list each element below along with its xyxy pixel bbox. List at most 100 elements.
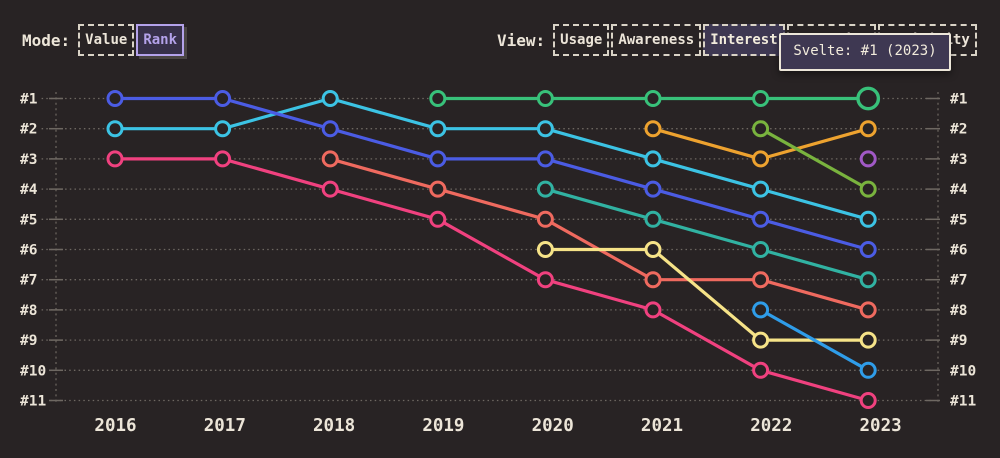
rank-label-right: #1 [950,92,968,108]
data-point-salmon-2020[interactable] [536,210,554,228]
data-point-teal-2022[interactable] [752,241,770,258]
data-point-purple-2023[interactable] [859,150,877,168]
rank-label-right: #4 [950,182,968,198]
data-point-cyan-2022[interactable] [752,180,770,198]
year-label: 2022 [750,416,792,436]
rank-label-right: #11 [950,394,976,410]
data-point-sky-2022[interactable] [752,301,770,319]
data-point-magenta-2016[interactable] [106,150,124,168]
rank-label-left: #3 [20,152,37,168]
data-point-magenta-2021[interactable] [644,301,662,319]
data-point-cyan-2023[interactable] [859,210,877,228]
series-Svelte [429,86,881,111]
data-point-blue-2021[interactable] [644,180,662,198]
rank-label-right: #6 [950,243,967,259]
data-point-yellow-2021[interactable] [644,241,662,258]
rank-label-left: #2 [20,122,37,138]
data-point-blue-2019[interactable] [429,150,447,168]
data-point-cyan-2021[interactable] [644,150,662,168]
data-point-yellow-2023[interactable] [859,331,877,349]
data-point-blue-2022[interactable] [752,210,770,228]
data-point-teal-2023[interactable] [859,271,877,289]
data-point-orange-2021[interactable] [644,120,662,138]
year-label: 2020 [532,416,574,436]
data-point-magenta-2022[interactable] [752,361,770,379]
rank-label-left: #8 [20,303,37,319]
data-point-cyan-2020[interactable] [536,120,554,138]
mode-toggle: Mode: Value Rank [22,24,186,57]
series-sky [752,301,877,379]
data-point-cyan-2018[interactable] [321,90,339,107]
series-magenta [106,150,877,409]
rank-label-right: #5 [950,212,967,228]
data-point-yellow-2020[interactable] [536,241,554,258]
data-point-cyan-2019[interactable] [429,120,447,138]
data-point-salmon-2019[interactable] [429,180,447,198]
rank-label-right: #10 [950,363,976,379]
year-label: 2019 [422,416,464,436]
series-line-sky [758,308,870,372]
data-point-olive-2022[interactable] [752,120,770,138]
view-label: View: [497,30,546,50]
rank-label-left: #6 [20,243,37,259]
series-line-teal [543,187,870,282]
data-point-orange-2022[interactable] [752,150,770,168]
data-point-magenta-2017[interactable] [214,150,232,168]
series-salmon [321,150,877,319]
mode-option-value[interactable]: Value [78,24,135,57]
data-point-magenta-2023[interactable] [859,392,877,409]
series-line-blue [113,96,870,252]
data-point-blue-2023[interactable] [859,241,877,258]
data-point-cyan-2017[interactable] [214,120,232,138]
data-point-magenta-2018[interactable] [321,180,339,198]
rank-label-right: #9 [950,333,967,349]
series-blue [106,90,877,258]
series-orange [644,120,877,168]
tooltip-text: Svelte: #1 (2023) [793,43,937,59]
year-label: 2023 [860,416,902,436]
view-option-awareness[interactable]: Awareness [611,24,702,57]
data-point-Svelte-2023[interactable] [856,86,881,111]
series-olive [752,120,877,198]
data-point-blue-2020[interactable] [536,150,554,168]
data-point-Svelte-2021[interactable] [644,90,662,107]
series-line-salmon [328,157,870,312]
rank-label-left: #7 [20,273,37,289]
data-point-sky-2023[interactable] [859,361,877,379]
data-point-blue-2017[interactable] [214,90,232,107]
series-purple [859,150,877,168]
data-point-magenta-2020[interactable] [536,271,554,289]
mode-option-rank[interactable]: Rank [136,24,185,57]
data-point-blue-2018[interactable] [321,120,339,138]
data-point-blue-2016[interactable] [106,90,124,107]
year-label: 2016 [94,416,136,436]
rank-label-left: #5 [20,212,37,228]
data-point-salmon-2023[interactable] [859,301,877,319]
data-point-Svelte-2019[interactable] [429,90,447,107]
rank-label-right: #2 [950,122,967,138]
data-point-teal-2021[interactable] [644,210,662,228]
rank-label-left: #10 [20,363,46,379]
data-point-teal-2020[interactable] [536,180,554,198]
data-point-magenta-2019[interactable] [429,210,447,228]
rank-label-right: #7 [950,273,967,289]
series-yellow [536,241,877,349]
view-option-usage[interactable]: Usage [553,24,610,57]
rank-label-left: #1 [20,92,38,108]
series-teal [536,180,877,289]
series-line-olive [758,127,870,191]
data-point-Svelte-2022[interactable] [752,90,770,107]
rank-label-right: #3 [950,152,967,168]
data-point-salmon-2018[interactable] [321,150,339,168]
data-point-salmon-2022[interactable] [752,271,770,289]
year-label: 2021 [641,416,683,436]
year-label: 2017 [204,416,246,436]
data-point-olive-2023[interactable] [859,180,877,198]
data-point-Svelte-2020[interactable] [536,90,554,107]
data-point-salmon-2021[interactable] [644,271,662,289]
rank-label-left: #4 [20,182,38,198]
data-point-orange-2023[interactable] [859,120,877,138]
data-point-yellow-2022[interactable] [752,331,770,349]
data-point-cyan-2016[interactable] [106,120,124,138]
view-option-interest[interactable]: Interest [703,24,785,57]
